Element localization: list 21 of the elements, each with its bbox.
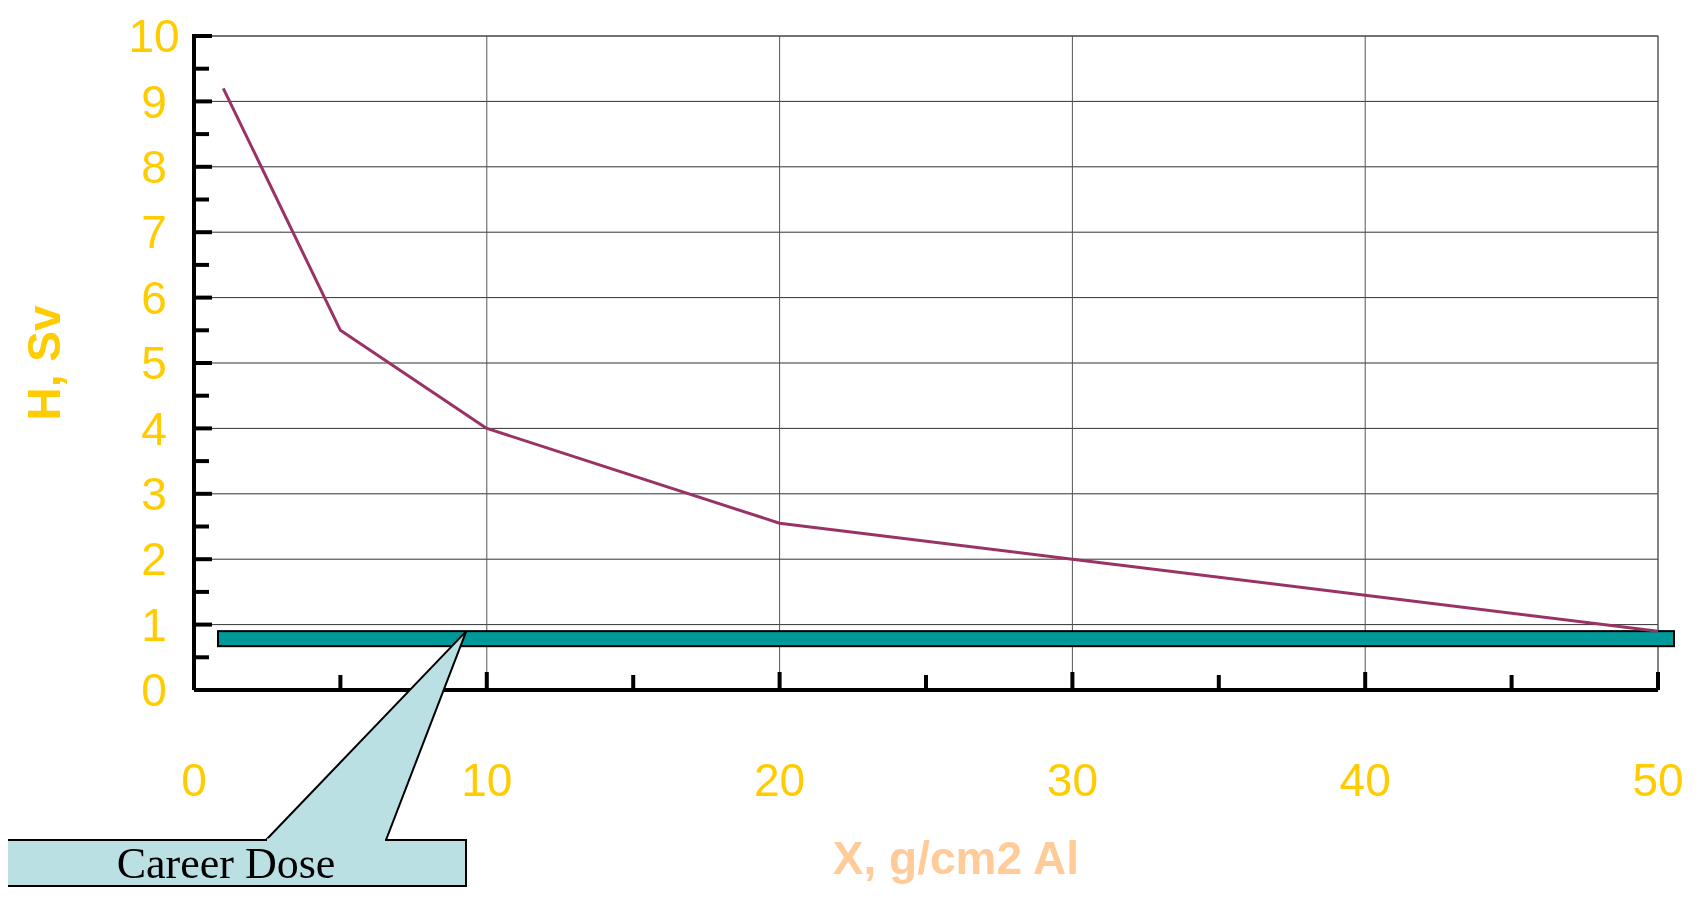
x-tick-label: 30: [1046, 754, 1098, 806]
x-tick-label: 50: [1632, 754, 1684, 806]
y-tick-label: 0: [141, 664, 167, 717]
y-tick-label: 7: [141, 206, 167, 259]
y-tick-label: 3: [141, 467, 167, 520]
y-tick-label: 6: [141, 271, 167, 324]
band-label: Career Dose: [116, 839, 336, 888]
y-axis-title: H, Sv: [18, 305, 70, 421]
y-tick-label: 1: [141, 598, 167, 651]
x-axis-title: X, g/cm2 Al: [832, 832, 1080, 884]
y-tick-label: 2: [141, 533, 167, 586]
x-tick-label: 40: [1339, 754, 1391, 806]
y-tick-label: 4: [141, 402, 167, 455]
y-tick-label: 8: [141, 140, 167, 193]
line-series: [221, 86, 1660, 633]
x-tick-label: 20: [754, 754, 806, 806]
x-tick-label: 0: [181, 754, 207, 806]
y-tick-label: 9: [141, 75, 167, 128]
y-tick-label: 5: [141, 337, 167, 390]
y-tick-label: 10: [128, 10, 180, 63]
x-tick-label: 10: [461, 754, 513, 806]
